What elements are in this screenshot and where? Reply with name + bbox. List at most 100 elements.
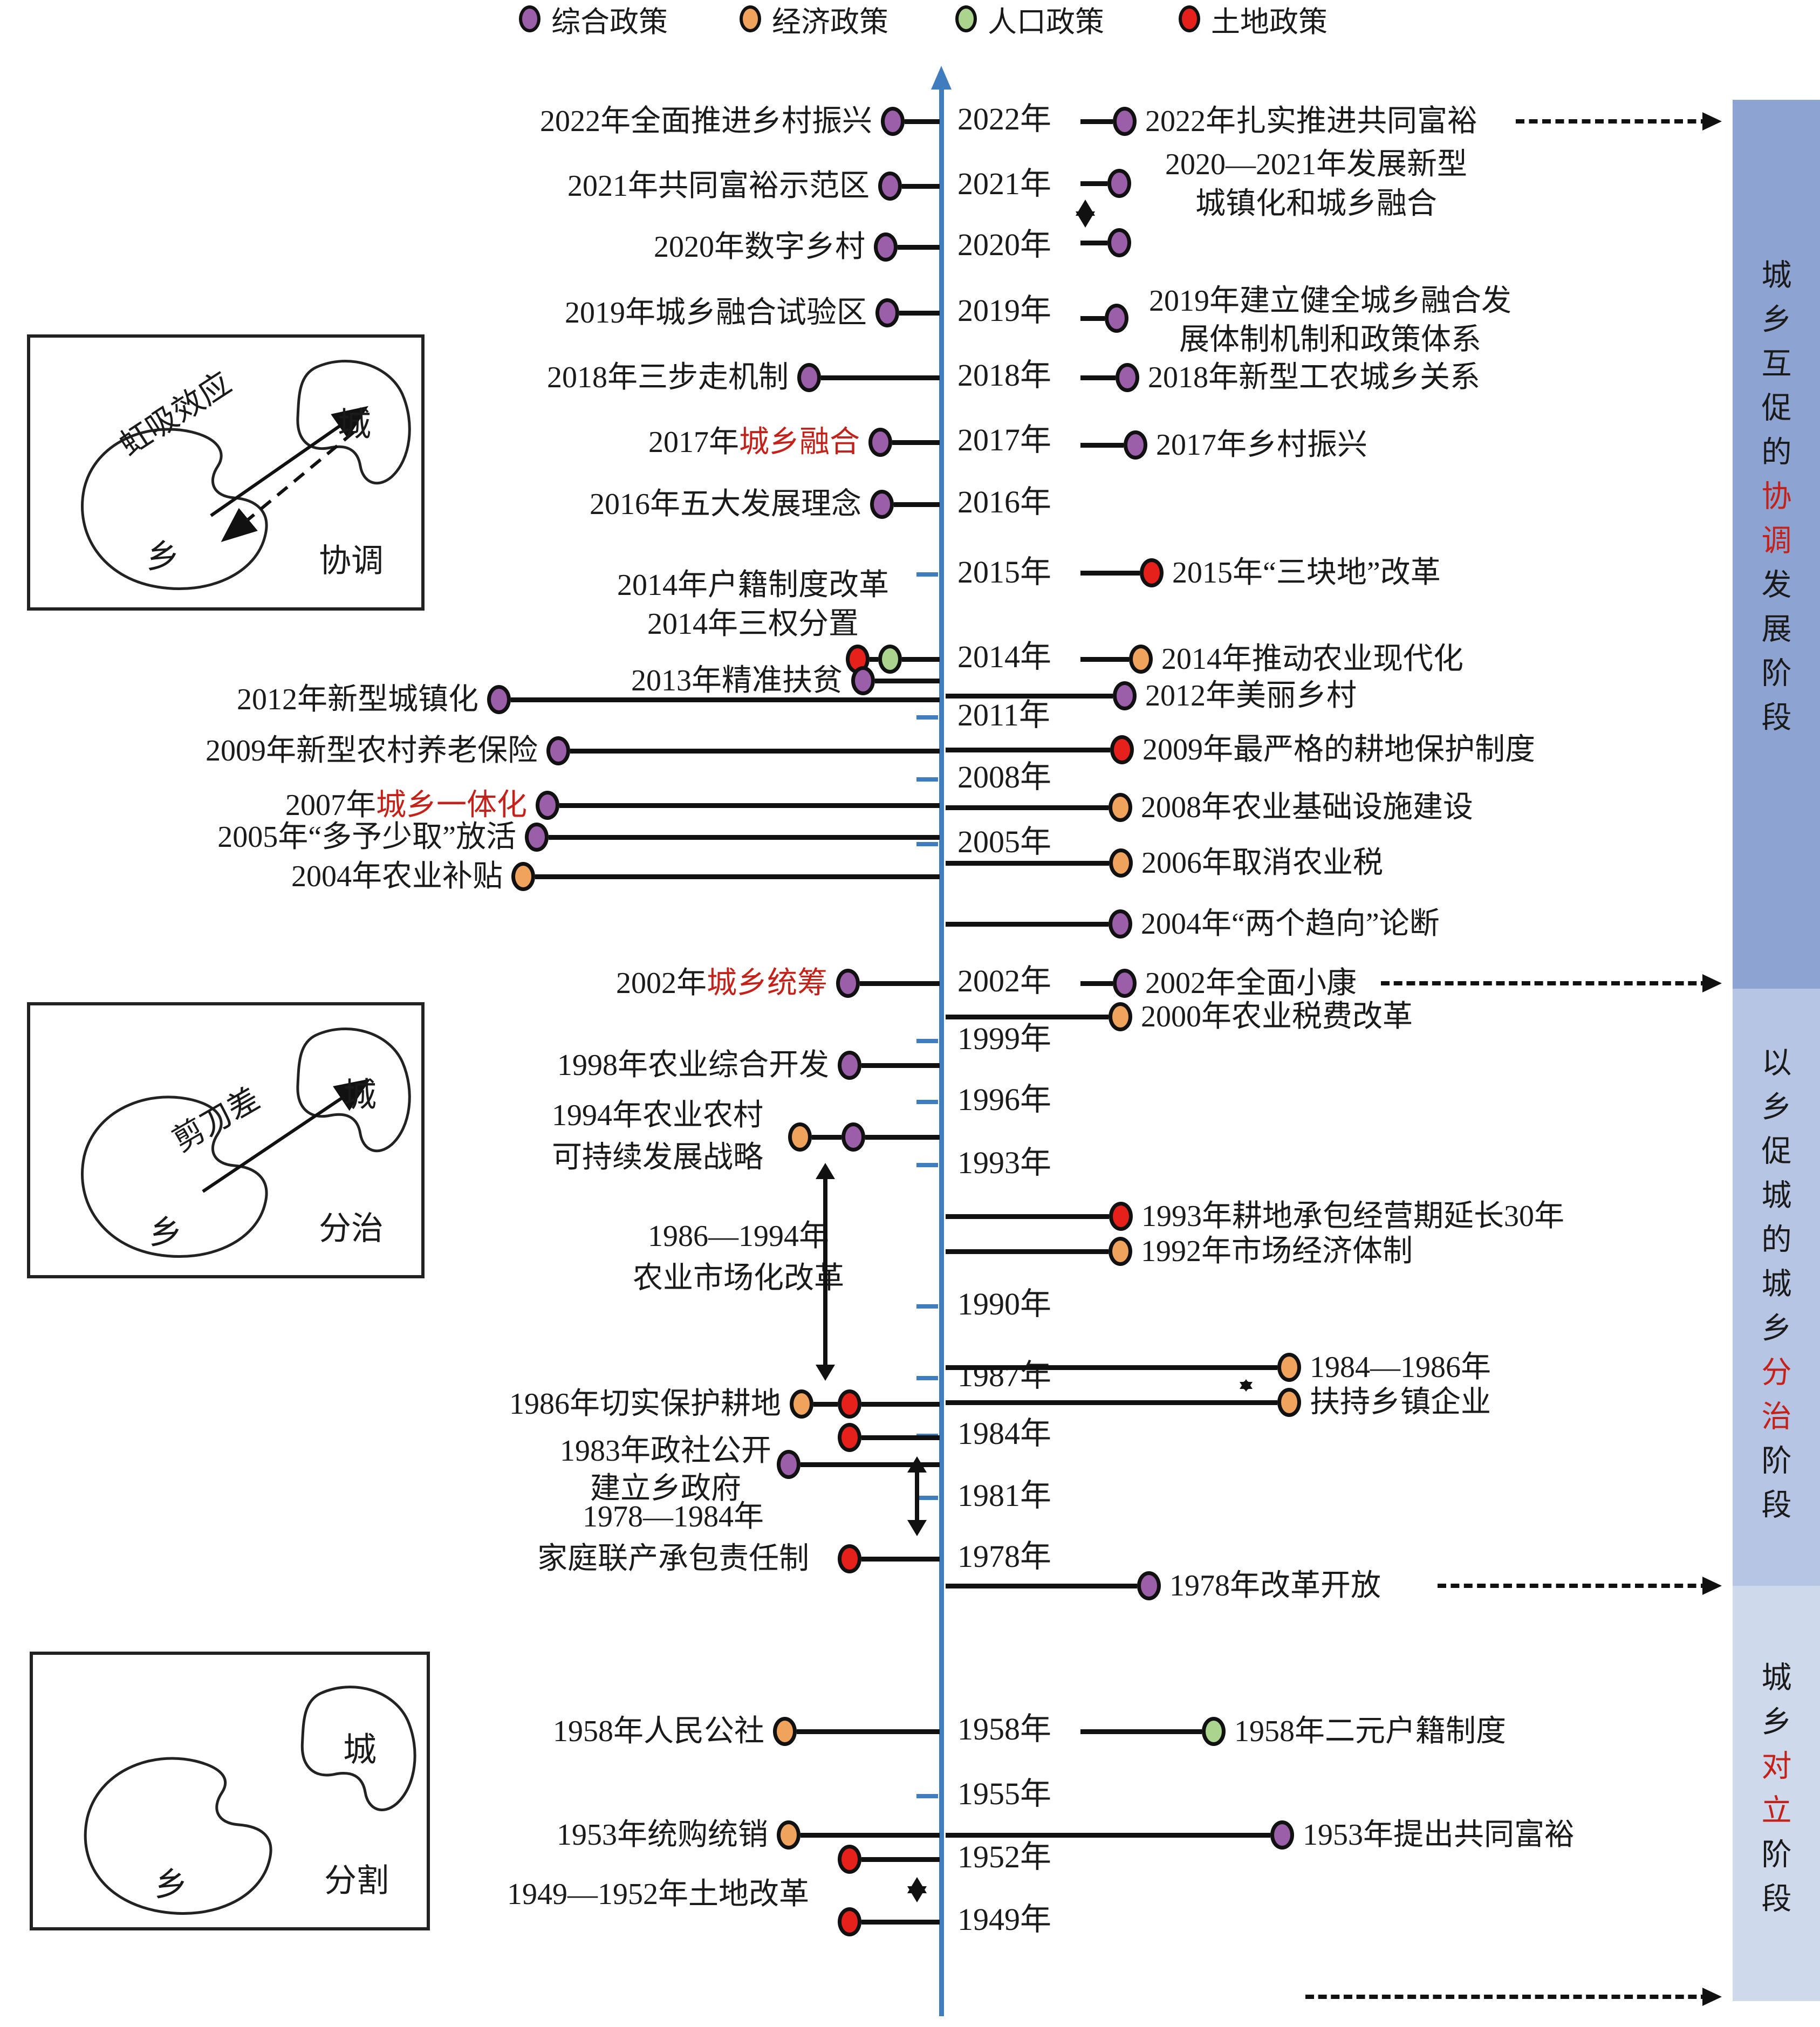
double-arrow	[907, 1877, 927, 1902]
policy-label: 2000年农业税费改革	[1141, 1002, 1413, 1032]
year-tick	[916, 715, 938, 720]
policy-label: 2002年全面小康	[1145, 968, 1357, 998]
policy-label: 1984—1986年	[1310, 1352, 1491, 1382]
policy-label: 2020年数字乡村	[654, 232, 865, 262]
coordination-label: 协调	[319, 543, 384, 579]
dashed-arrow	[1305, 1988, 1722, 2006]
sketch-box-segmentation: 城 乡 分割	[30, 1652, 430, 1930]
connector-line	[946, 1365, 1277, 1370]
scissors-gap-arrow	[202, 1078, 371, 1193]
policy-label: 1993年耕地承包经营期延长30年	[1141, 1201, 1564, 1231]
policy-label: 2022年扎实推进共同富裕	[1145, 106, 1477, 136]
policy-label: 2015年“三块地”改革	[1172, 558, 1441, 588]
policy-label-part: 2018年新型工农城乡关系	[1148, 361, 1480, 394]
year-label: 2002年	[957, 963, 1052, 998]
policy-label-part: 2007年	[285, 789, 376, 822]
policy-dot	[1109, 848, 1133, 878]
timeline-row-left: 1998年农业综合开发	[557, 1046, 940, 1085]
policy-dot	[838, 1389, 861, 1419]
year-tick	[916, 572, 938, 577]
policy-dot	[511, 862, 535, 891]
year-label: 1984年	[957, 1416, 1052, 1451]
connector-line	[946, 860, 1109, 866]
timeline-row-left: 1953年统购统销	[557, 1816, 940, 1854]
timeline-row-right	[946, 299, 1128, 338]
legend-dot-icon	[519, 5, 540, 32]
year-label: 2008年	[957, 759, 1052, 795]
text-block: 1978—1984年 家庭联产承包责任制	[537, 1496, 809, 1580]
year-tick	[916, 1039, 938, 1043]
year-tick	[916, 1376, 938, 1380]
year-tick	[916, 1496, 938, 1500]
policy-dot	[773, 1717, 797, 1746]
policy-dot	[1116, 363, 1139, 392]
city-blob	[296, 1028, 411, 1153]
timeline-row-right: 2004年“两个趋向”论断	[946, 905, 1440, 943]
connector-line	[821, 375, 940, 380]
legend-dot-icon	[740, 5, 761, 32]
policy-label: 1958年二元户籍制度	[1234, 1716, 1506, 1747]
timeline-row-right: 1984—1986年	[946, 1348, 1491, 1387]
stage-label-red-part: 协调	[1757, 480, 1790, 569]
policy-label-part: 2006年取消农业税	[1141, 846, 1383, 880]
policy-label-part: 1978年改革开放	[1169, 1569, 1381, 1603]
connector-line	[1080, 375, 1116, 380]
stage-label-red-part: 分治	[1757, 1356, 1790, 1444]
country-label: 乡	[149, 1215, 183, 1251]
timeline-row-left	[788, 1118, 940, 1156]
connector-line	[1080, 981, 1113, 986]
connector-line	[905, 119, 940, 124]
text-block: 1994年农业农村 可持续发展战略	[552, 1094, 763, 1179]
policy-label: 扶持乡镇企业	[1310, 1387, 1491, 1417]
policy-dot	[525, 823, 549, 852]
text-block-part: 可持续发展战略	[552, 1141, 763, 1174]
policy-label: 2006年取消农业税	[1141, 848, 1383, 878]
timeline-row-right: 2018年新型工农城乡关系	[946, 358, 1480, 397]
year-tick	[916, 1100, 938, 1104]
country-blob	[81, 428, 268, 590]
policy-dot	[1124, 430, 1147, 460]
text-block-part: 1949—1952年土地改革	[507, 1878, 809, 1911]
text-block-line: 可持续发展战略	[552, 1136, 763, 1179]
policy-dot	[878, 172, 902, 201]
stage-band	[1733, 1586, 1820, 2001]
policy-label: 1992年市场经济体制	[1141, 1236, 1413, 1266]
policy-label-red-part: 城乡融合	[739, 426, 860, 459]
timeline-row-right: 2006年取消农业税	[946, 844, 1383, 882]
text-block-line: 建立乡政府	[560, 1470, 771, 1508]
policy-label: 2017年城乡融合	[648, 427, 860, 457]
timeline-row-right: 2012年美丽乡村	[946, 676, 1357, 715]
connector-line	[549, 834, 940, 840]
connector-line	[1080, 240, 1107, 245]
policy-dot	[1277, 1353, 1301, 1382]
policy-label-part: 2009年新型农村养老保险	[206, 734, 538, 768]
country-blob	[84, 1757, 272, 1915]
policy-label-part: 1958年人民公社	[553, 1715, 764, 1748]
dot-link-line	[812, 1134, 841, 1140]
connector-line	[946, 1832, 1270, 1838]
policy-dot	[546, 736, 570, 765]
stage-label-part: 发展阶段	[1757, 569, 1790, 745]
year-label: 2021年	[957, 166, 1052, 201]
text-block-line: 2019年建立健全城乡融合发	[1149, 282, 1511, 320]
policy-label: 1953年统购统销	[557, 1820, 768, 1850]
connector-line	[861, 1063, 940, 1068]
timeline-row-right: 2017年乡村振兴	[946, 426, 1367, 464]
policy-label-part: 2019年城乡融合试验区	[565, 296, 867, 330]
connector-line	[946, 1214, 1109, 1219]
timeline-row-right: 2022年扎实推进共同富裕	[946, 102, 1477, 141]
year-label: 2011年	[957, 697, 1050, 732]
policy-label-part: 2022年全面推进乡村振兴	[540, 105, 872, 138]
policy-dot	[1109, 793, 1132, 822]
policy-dot	[1110, 735, 1134, 764]
connector-line	[898, 244, 940, 250]
segmentation-label: 分割	[324, 1863, 389, 1899]
connector-line	[946, 1400, 1277, 1405]
policy-dot	[1113, 681, 1137, 710]
timeline-row-right: 2015年“三块地”改革	[946, 553, 1441, 592]
timeline-row-left	[838, 1418, 940, 1457]
text-block-part: 2019年建立健全城乡融合发	[1149, 284, 1511, 318]
legend-item: 人口政策	[955, 2, 1104, 38]
text-block-line: 1983年政社公开	[560, 1432, 771, 1470]
text-block: 2020—2021年发展新型 城镇化和城乡融合	[1165, 145, 1467, 224]
